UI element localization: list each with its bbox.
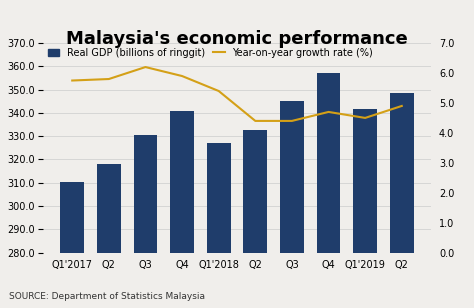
Legend: Real GDP (billions of ringgit), Year-on-year growth rate (%): Real GDP (billions of ringgit), Year-on-… — [44, 44, 377, 62]
Text: SOURCE: Department of Statistics Malaysia: SOURCE: Department of Statistics Malaysi… — [9, 292, 206, 301]
Text: Malaysia's economic performance: Malaysia's economic performance — [66, 30, 408, 47]
Bar — [244, 130, 267, 308]
Bar — [97, 164, 121, 308]
Bar — [60, 182, 84, 308]
Bar — [280, 101, 304, 308]
Bar — [317, 73, 340, 308]
Bar — [390, 93, 414, 308]
Bar — [170, 111, 194, 308]
Bar — [207, 143, 230, 308]
Bar — [134, 135, 157, 308]
Bar — [353, 109, 377, 308]
